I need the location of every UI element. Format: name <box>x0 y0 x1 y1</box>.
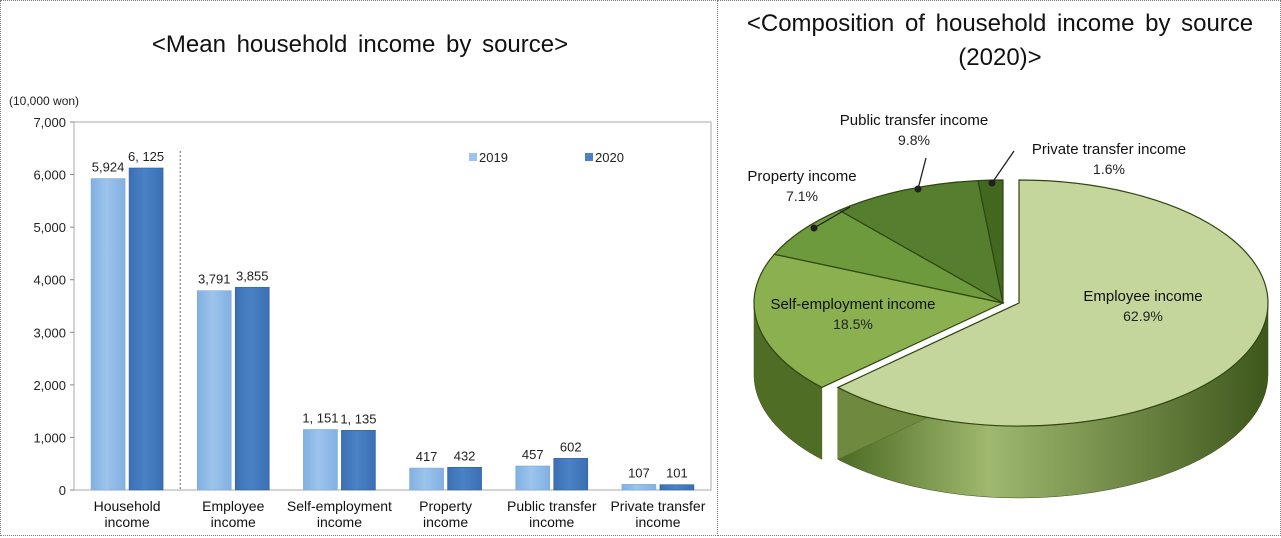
y-tick-label: 4,000 <box>33 273 66 288</box>
bar-2020 <box>341 430 376 491</box>
bar-value-label: 3,855 <box>236 268 269 283</box>
x-category-label: Self-employment <box>287 498 392 514</box>
legend-label-2020: 2020 <box>595 150 624 165</box>
legend-label-2019: 2019 <box>479 150 508 165</box>
bar-chart: (10,000 won) 0 1,000 2,000 3,000 4,000 5,000 6,… <box>9 94 712 530</box>
x-category-label: Private transfer <box>610 498 705 514</box>
bar-value-label: 432 <box>454 448 476 463</box>
pie-chart-panel: <Composition of household income by sour… <box>717 0 1281 536</box>
bar-2019 <box>409 467 444 491</box>
y-tick-label: 6,000 <box>33 168 66 183</box>
x-category-label: income <box>529 514 574 530</box>
bar-2019 <box>90 178 126 491</box>
x-category-label: income <box>105 514 150 530</box>
bar-value-label: 5,924 <box>92 160 125 175</box>
bar-2019 <box>621 484 657 491</box>
legend-swatch-2020 <box>585 153 593 161</box>
bar-2020 <box>128 167 164 491</box>
x-category-label: income <box>423 514 468 530</box>
legend-swatch-2019 <box>469 153 477 161</box>
pie-label-percent: 62.9% <box>1123 308 1163 324</box>
bar-2020 <box>659 484 695 491</box>
bar-2019 <box>303 429 338 491</box>
pie-label-name: Property income <box>747 168 856 185</box>
pie-slice-employee-income <box>836 179 1269 427</box>
pie-label-percent: 1.6% <box>1093 161 1125 177</box>
leader-line <box>991 150 1015 184</box>
pie-label-name: Employee income <box>1083 288 1202 305</box>
x-category-label: income <box>211 514 256 530</box>
bar-2020 <box>553 458 589 491</box>
y-tick-label: 3,000 <box>33 325 66 340</box>
pie-slice-property-income <box>773 209 1004 304</box>
y-tick-label: 2,000 <box>33 378 66 393</box>
bar-2019 <box>196 290 232 491</box>
y-tick-label: 1,000 <box>33 430 66 445</box>
pie-label-percent: 9.8% <box>898 132 930 148</box>
bar-value-label: 107 <box>628 465 650 480</box>
pie-chart-title: <Composition of household income by sour… <box>746 10 1254 71</box>
y-tick-label: 0 <box>59 483 66 498</box>
y-tick-label: 7,000 <box>33 115 66 130</box>
pie-label-name: Self-employment income <box>770 296 935 313</box>
bar-chart-title: <Mean household income by source> <box>151 31 569 58</box>
leader-line <box>917 157 927 190</box>
plot-area <box>73 121 712 491</box>
bar-2020 <box>234 287 270 491</box>
bar-value-label: 457 <box>522 447 544 462</box>
leader-dot <box>810 224 818 232</box>
pie-chart: Employee income 62.9% Self-employment inco… <box>747 112 1269 499</box>
pie-label-percent: 18.5% <box>833 316 873 332</box>
bar-chart-panel: <Mean household income by source> (10,00… <box>0 0 718 536</box>
leader-dot <box>914 185 922 193</box>
leader-dot <box>988 179 996 187</box>
x-category-label: Employee <box>202 498 264 514</box>
leader-line <box>813 206 851 229</box>
y-axis-unit: (10,000 won) <box>9 94 79 108</box>
pie-label-name: Private transfer income <box>1032 141 1186 158</box>
bar-value-label: 6, 125 <box>128 149 164 164</box>
pie-label-name: Public transfer income <box>840 112 988 129</box>
y-tick-label: 5,000 <box>33 220 66 235</box>
bar-2020 <box>447 466 482 491</box>
x-category-label: Household <box>94 498 161 514</box>
bar-value-label: 1, 135 <box>340 411 376 426</box>
pie-label-percent: 7.1% <box>786 188 818 204</box>
bar-value-label: 1, 151 <box>302 410 338 425</box>
bar-value-label: 417 <box>416 449 438 464</box>
pie-slice-public-transfer-income <box>838 179 1004 305</box>
x-category-label: income <box>635 514 680 530</box>
x-category-label: income <box>317 514 362 530</box>
bar-value-label: 602 <box>560 439 582 454</box>
bar-value-label: 3,791 <box>198 272 231 287</box>
bar-value-label: 101 <box>666 466 688 481</box>
pie-slice-self-employment-income <box>753 253 1005 389</box>
bar-2019 <box>515 465 551 491</box>
x-category-label: Property <box>419 498 472 514</box>
x-category-label: Public transfer <box>507 498 597 514</box>
